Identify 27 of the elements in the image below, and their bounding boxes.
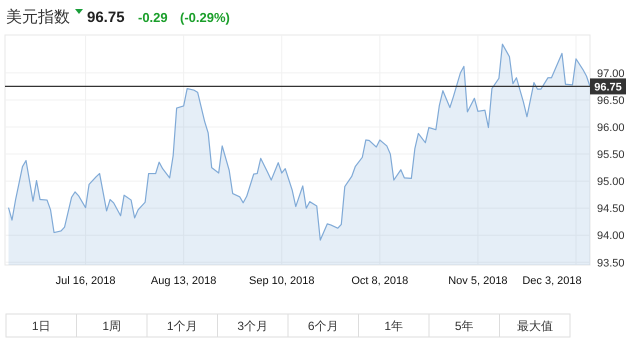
text: 3个月 (237, 319, 268, 333)
x-tick-label: Nov 5, 2018 (448, 275, 508, 287)
x-tick-label: Sep 10, 2018 (249, 275, 314, 287)
y-tick-label: 94.00 (597, 230, 625, 242)
text: 5年 (454, 319, 474, 333)
x-tick-label: Oct 8, 2018 (351, 275, 408, 287)
ref-line-label: 96.75 (594, 81, 622, 94)
text: 1周 (102, 319, 122, 333)
text: 最大值 (516, 319, 553, 333)
text: (-0.29%) (180, 10, 230, 25)
x-tick-label: Jul 16, 2018 (56, 275, 116, 287)
text: 1个月 (166, 319, 198, 333)
y-tick-label: 94.50 (597, 203, 625, 216)
chart-title: 美元指数 (6, 8, 70, 26)
text: 6个月 (308, 319, 339, 333)
text: -0.29 (138, 10, 168, 25)
x-tick-label: Dec 3, 2018 (522, 275, 582, 287)
y-tick-label: 97.00 (597, 68, 625, 80)
text: 1日 (32, 319, 51, 333)
y-tick-label: 96.50 (597, 94, 625, 107)
y-tick-label: 95.00 (597, 176, 625, 188)
text: 1年 (384, 319, 404, 333)
text: 96.75 (87, 9, 125, 26)
x-tick-label: Aug 13, 2018 (150, 275, 216, 287)
y-tick-label: 95.50 (597, 149, 625, 162)
y-tick-label: 93.50 (597, 257, 625, 270)
y-tick-label: 96.00 (597, 122, 625, 134)
